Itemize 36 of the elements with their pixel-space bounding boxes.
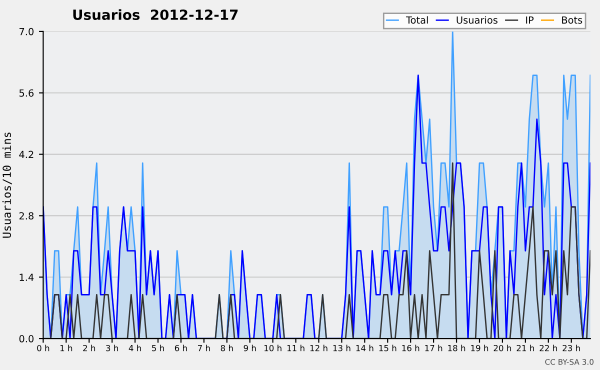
x-tick-label: 22 h xyxy=(540,344,557,352)
x-tick-label: 14 h xyxy=(356,344,374,352)
x-tick-label: 1 h xyxy=(60,344,72,352)
x-tick-label: 8 h xyxy=(220,344,233,352)
x-tick-label: 23 h xyxy=(562,344,580,352)
x-tick-label: 6 h xyxy=(174,344,187,352)
x-tick-label: 2 h xyxy=(83,344,96,352)
legend-label: Bots xyxy=(562,16,582,24)
y-tick-label: 2.8 xyxy=(19,212,34,220)
y-tick-label: 5.6 xyxy=(19,89,34,97)
x-tick-label: 12 h xyxy=(310,344,328,352)
y-axis-title: Usuarios/10 mins xyxy=(2,132,12,238)
legend-label: Total xyxy=(406,16,428,24)
y-tick-label: 0.0 xyxy=(19,335,34,342)
legend-label: Usuarios xyxy=(456,16,498,24)
x-tick-label: 0 h xyxy=(37,344,50,352)
x-tick-label: 5 h xyxy=(152,344,164,352)
x-tick-label: 4 h xyxy=(128,344,141,352)
x-tick-label: 10 h xyxy=(264,344,282,352)
x-tick-label: 19 h xyxy=(471,344,488,352)
x-tick-label: 20 h xyxy=(494,344,512,352)
y-tick-label: 1.4 xyxy=(20,274,34,281)
x-tick-label: 7 h xyxy=(198,344,210,352)
legend-label: IP xyxy=(526,16,534,24)
chart-title: Usuarios 2012-12-17 xyxy=(73,9,238,20)
x-tick-label: 15 h xyxy=(379,344,396,352)
x-tick-label: 16 h xyxy=(402,344,420,352)
y-tick-label: 4.2 xyxy=(19,150,34,158)
y-tick-label: 7.0 xyxy=(20,28,34,36)
x-tick-label: 17 h xyxy=(425,344,442,352)
x-tick-label: 18 h xyxy=(448,344,466,352)
x-tick-label: 13 h xyxy=(333,344,350,352)
x-tick-label: 21 h xyxy=(516,344,534,352)
x-tick-label: 9 h xyxy=(244,344,256,352)
x-tick-label: 11 h xyxy=(287,344,304,352)
x-tick-label: 3 h xyxy=(106,344,118,352)
